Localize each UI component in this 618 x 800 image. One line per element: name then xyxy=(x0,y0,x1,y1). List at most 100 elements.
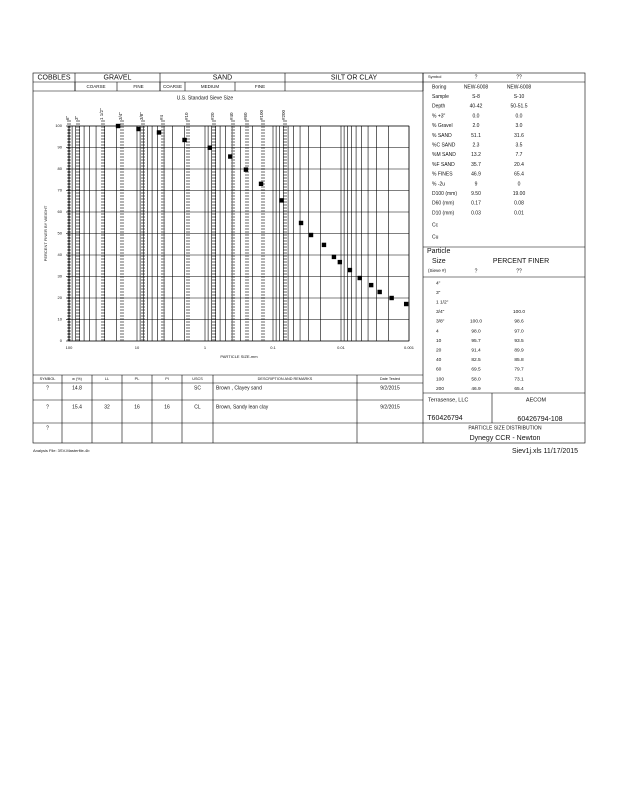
property-value: S-8 xyxy=(472,94,480,100)
client-name: AECOM xyxy=(526,397,547,403)
property-value: 0 xyxy=(518,181,521,187)
table-cell: 15.4 xyxy=(72,404,82,410)
property-value: 13.2 xyxy=(471,152,481,158)
percent-finer: 100.0 xyxy=(513,309,525,315)
percent-finer: 58.0 xyxy=(471,376,481,382)
table-header: SYMBOL xyxy=(40,377,56,381)
percent-finer: 89.9 xyxy=(514,347,524,353)
report-frame xyxy=(32,72,586,444)
sieve-size: 20 xyxy=(436,347,442,353)
table-cell: 14.8 xyxy=(72,385,82,391)
percent-finer: 65.4 xyxy=(514,386,524,392)
property-value: 35.7 xyxy=(471,162,481,168)
data-point xyxy=(377,289,382,295)
sieve-table-title: Particle xyxy=(427,248,450,255)
file-name: Siev1j.xls 11/17/2015 xyxy=(512,448,578,455)
percent-finer: 93.5 xyxy=(514,338,524,344)
table-cell: 16 xyxy=(164,404,170,410)
y-tick-label: 90 xyxy=(58,145,63,150)
soil-class: GRAVEL xyxy=(104,74,132,81)
sieve-label: 3" xyxy=(74,115,79,120)
property-label: Boring xyxy=(432,84,447,90)
project-name: Dynegy CCR - Newton xyxy=(470,435,541,442)
plot-area xyxy=(68,125,410,342)
table-cell: Brown , Clayey sand xyxy=(216,385,262,391)
percent-finer: 82.5 xyxy=(471,357,481,363)
sieve-table-title: Size xyxy=(432,258,446,265)
property-label: D10 (mm) xyxy=(432,210,455,216)
sieve-size: 60 xyxy=(436,367,442,373)
sieve-size: 1 1/2" xyxy=(436,299,449,305)
y-axis-label: PERCENT FINER BY WEIGHT xyxy=(43,205,48,261)
property-label: Symbol xyxy=(428,74,441,79)
sieve-label: #60 xyxy=(243,112,248,120)
table-header: DESCRIPTION AND REMARKS xyxy=(258,377,313,381)
sieve-table-heading: PERCENT FINER xyxy=(493,258,549,265)
data-point xyxy=(389,295,394,301)
sieve-size: 4 xyxy=(436,328,439,334)
data-point xyxy=(368,282,374,288)
property-label: %M SAND xyxy=(432,152,456,158)
sieve-label: #4 xyxy=(159,114,164,120)
table-header: PI xyxy=(165,377,169,381)
property-value: 3.5 xyxy=(516,143,523,149)
property-value: 0.08 xyxy=(514,201,524,207)
sieve-label: 3/4" xyxy=(118,112,123,120)
sieve-size: 3/8" xyxy=(436,319,445,325)
sieve-title: U.S. Standard Sieve Size xyxy=(177,95,234,101)
y-tick-label: 0 xyxy=(60,338,63,343)
sieve-size: 3" xyxy=(436,290,441,296)
property-label: Depth xyxy=(432,104,446,110)
table-header: USCS xyxy=(192,377,203,381)
sieve-label: #200 xyxy=(281,109,286,120)
data-point xyxy=(207,145,212,150)
y-tick-label: 40 xyxy=(58,252,63,257)
property-label: Cc xyxy=(432,222,439,228)
table-cell: 9/2/2015 xyxy=(380,404,400,410)
sieve-size: 10 xyxy=(436,338,442,344)
percent-finer: 97.0 xyxy=(514,328,524,334)
percent-finer: 100.0 xyxy=(470,319,482,325)
property-label: D100 (mm) xyxy=(432,191,457,197)
percent-finer: 95.7 xyxy=(471,338,481,344)
property-label: % -2u xyxy=(432,181,445,187)
data-point xyxy=(403,301,409,307)
property-label: % Gravel xyxy=(432,123,453,129)
sieve-table-header: (Sieve #) xyxy=(428,268,447,273)
property-value: 9.50 xyxy=(471,191,481,197)
data-point xyxy=(228,154,233,159)
property-value: 65.4 xyxy=(514,172,524,178)
data-point xyxy=(156,130,162,135)
property-label: %C SAND xyxy=(432,143,456,149)
sieve-size: 40 xyxy=(436,357,442,363)
property-value: 3.0 xyxy=(516,123,523,129)
soil-class: SILT OR CLAY xyxy=(331,74,378,81)
percent-finer: 98.0 xyxy=(471,328,481,334)
property-value: 0.0 xyxy=(516,113,523,119)
property-value: ?? xyxy=(516,74,522,80)
sieve-table-symbol: ?? xyxy=(516,268,522,274)
table-header: Date Tested xyxy=(380,377,400,381)
report-title: PARTICLE SIZE DISTRIBUTION xyxy=(468,425,542,431)
property-value: 20.4 xyxy=(514,162,524,168)
x-tick-label: 0.001 xyxy=(404,345,415,350)
data-point xyxy=(357,275,362,281)
x-axis-label: PARTICLE SIZE-mm xyxy=(220,354,258,359)
sieve-table-symbol: ? xyxy=(475,268,478,274)
property-value: 2.0 xyxy=(473,123,480,129)
table-cell: ? xyxy=(46,425,49,431)
property-value: S-10 xyxy=(514,94,525,100)
data-point xyxy=(337,259,343,265)
property-value: 2.3 xyxy=(473,143,480,149)
y-tick-label: 70 xyxy=(58,188,63,193)
sieve-label: 1 1/2" xyxy=(99,108,104,120)
table-cell: 9/2/2015 xyxy=(380,385,400,391)
sieve-size: 200 xyxy=(436,386,444,392)
property-value: 0.01 xyxy=(514,210,524,216)
sieve-label: #10 xyxy=(184,112,189,120)
sieve-label: 3/8" xyxy=(139,112,144,120)
company-name: Terrasense, LLC xyxy=(428,397,468,403)
soil-subclass: COARSE xyxy=(163,84,182,89)
property-value: 0.0 xyxy=(473,113,480,119)
